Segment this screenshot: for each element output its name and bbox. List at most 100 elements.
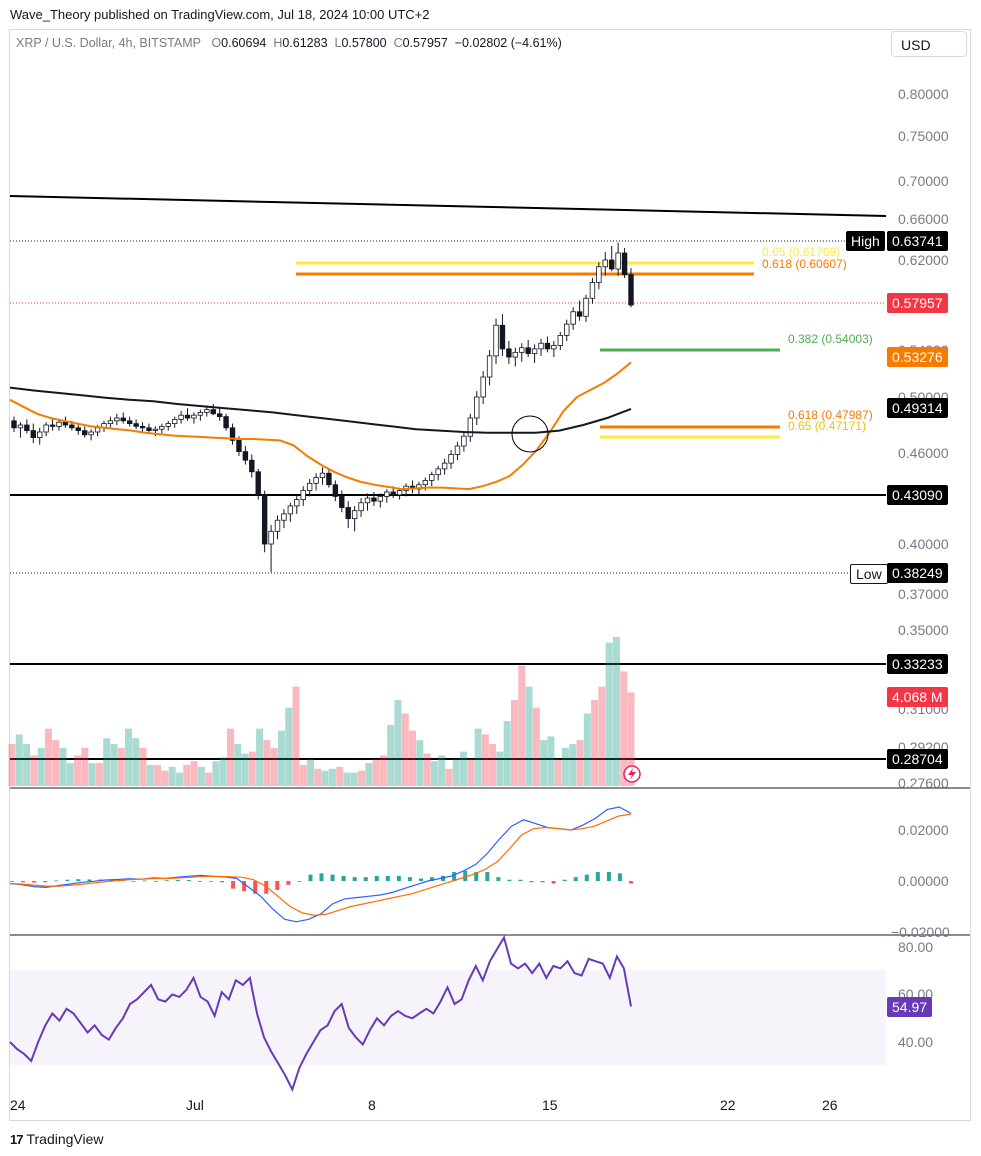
candle-body xyxy=(255,471,261,496)
volume-bar xyxy=(168,766,176,786)
macd-histogram-bar xyxy=(153,881,158,882)
volume-bar xyxy=(139,747,147,786)
volume-bar xyxy=(547,736,555,786)
volume-bar xyxy=(591,700,599,786)
volume-bar xyxy=(481,734,489,786)
macd-histogram-bar xyxy=(396,875,401,881)
candle-body xyxy=(486,355,493,378)
candle-body xyxy=(557,334,564,346)
macd-histogram-bar xyxy=(562,879,567,881)
candle-body xyxy=(242,451,249,461)
candle-body xyxy=(621,252,628,276)
legend-open-label: O xyxy=(211,36,222,50)
volume-bar xyxy=(154,764,162,786)
volume-bar xyxy=(532,707,540,786)
macd-histogram-bar xyxy=(131,881,136,882)
candle-body xyxy=(628,274,634,306)
volume-bar xyxy=(328,768,336,786)
price-axis-label: 0.62000 xyxy=(898,252,949,268)
candle-body xyxy=(589,282,596,299)
macd-axis-label: 0.00000 xyxy=(898,873,949,889)
volume-bar xyxy=(460,751,468,786)
volume-bar xyxy=(540,740,548,786)
candle-body xyxy=(114,417,120,422)
candle-body xyxy=(75,427,81,431)
volume-bar xyxy=(59,747,67,786)
volume-bar xyxy=(358,770,366,786)
volume-bar xyxy=(299,764,307,786)
volume-bar xyxy=(554,759,562,786)
candle-body xyxy=(107,420,114,424)
volume-bar xyxy=(620,671,628,786)
candle-body xyxy=(326,472,332,486)
candle-body xyxy=(287,505,294,515)
macd-histogram-bar xyxy=(231,881,236,889)
cross-circle xyxy=(511,415,549,453)
candle-body xyxy=(551,345,557,350)
price-axis-label: 0.35000 xyxy=(898,622,949,638)
date-axis-label: 26 xyxy=(822,1097,838,1113)
macd-histogram-bar xyxy=(540,881,545,883)
candle-body xyxy=(493,324,499,357)
candle-body xyxy=(435,468,441,476)
price-axis-label: 0.66000 xyxy=(898,211,949,227)
current-price-tag: 0.57957 xyxy=(887,293,948,313)
candle-body xyxy=(210,409,216,415)
low-label-tag: Low xyxy=(850,564,888,584)
candle-body xyxy=(81,430,88,436)
volume-bar xyxy=(23,743,31,786)
volume-bar xyxy=(125,728,133,786)
candle-body xyxy=(512,351,519,358)
volume-bar xyxy=(212,761,220,786)
brand[interactable]: 17 TradingView xyxy=(10,1131,104,1147)
volume-bar xyxy=(379,755,387,786)
legend-close-label: C xyxy=(393,36,403,50)
macd-histogram-bar xyxy=(43,881,48,883)
ema-line xyxy=(9,361,632,491)
volume-bar xyxy=(525,686,533,786)
macd-histogram-bar xyxy=(242,881,247,892)
macd-histogram-bar xyxy=(341,875,346,881)
candle-body xyxy=(609,259,615,270)
candle-body xyxy=(345,507,351,520)
macd-histogram-bar xyxy=(286,881,291,885)
legend-high: 0.61283 xyxy=(282,36,328,50)
candle-body xyxy=(499,324,506,350)
date-axis-label: 8 xyxy=(368,1097,376,1113)
candle-body xyxy=(480,376,486,398)
legend-close: 0.57957 xyxy=(402,36,448,50)
candle-body xyxy=(544,342,551,350)
rsi-axis-label: 80.00 xyxy=(898,939,934,955)
volume-bar xyxy=(292,686,300,786)
candle-body xyxy=(69,424,75,429)
fib-label-lower-618: 0.618 (0.47987) xyxy=(788,408,873,422)
volume-bar xyxy=(234,743,242,786)
volume-bar xyxy=(103,738,111,786)
legend-open: 0.60694 xyxy=(221,36,267,50)
signal-line xyxy=(9,813,632,917)
high-price-tag: 0.63741 xyxy=(887,231,948,251)
macd-histogram-bar xyxy=(606,872,611,881)
macd-histogram-bar xyxy=(186,879,191,881)
macd-histogram-bar xyxy=(485,872,490,881)
volume-bar xyxy=(15,734,23,786)
candle-body xyxy=(467,417,474,437)
rsi-value-tag: 54.97 xyxy=(887,997,933,1017)
candle-body xyxy=(570,311,576,325)
currency-button[interactable]: USD xyxy=(891,31,967,57)
volume-bar xyxy=(52,740,60,786)
rsi-band xyxy=(10,970,886,1065)
candle-body xyxy=(364,497,371,504)
sma-line xyxy=(9,386,632,434)
candle-body xyxy=(274,519,281,532)
level-b-price-tag: 0.28704 xyxy=(887,749,948,769)
sma-price-tag: 0.49314 xyxy=(887,398,948,418)
volume-bar xyxy=(95,763,103,786)
candle-body xyxy=(506,348,512,358)
volume-area xyxy=(8,637,635,786)
volume-bar xyxy=(496,751,504,786)
brand-name: TradingView xyxy=(26,1131,104,1147)
volume-bar xyxy=(197,766,205,786)
macd-histogram-bar xyxy=(197,881,202,882)
